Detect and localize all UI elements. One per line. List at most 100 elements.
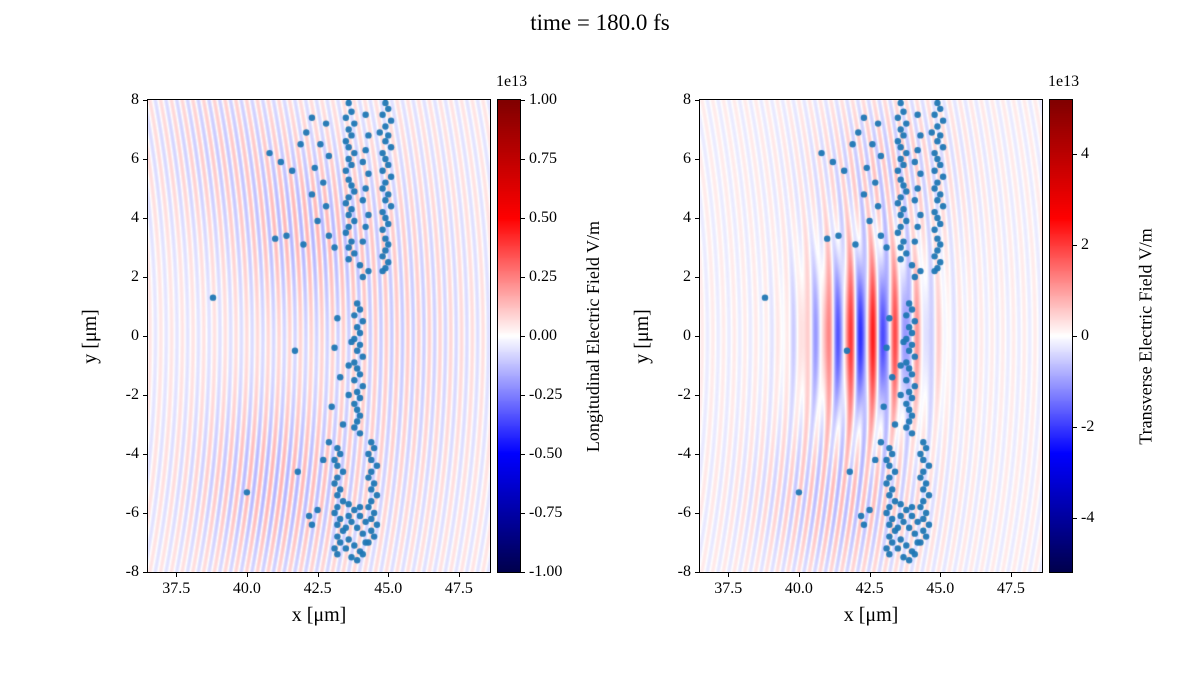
panel-longitudinal-field: x [μm] y [μm] 1e13 Longitudinal Electric…	[79, 73, 604, 626]
colorbar-scale-offset: 1e13	[1048, 73, 1080, 90]
colorbar-tick-label: 0.00	[529, 327, 557, 344]
y-tick-label: 0	[683, 327, 691, 344]
x-axis-label: x [μm]	[843, 604, 899, 626]
y-tick-mark	[143, 336, 147, 337]
x-tick-label: 37.5	[714, 580, 743, 597]
colorbar-tick-label: -2	[1081, 417, 1095, 435]
y-tick-label: -4	[677, 445, 691, 462]
panel-transverse-field: x [μm] y [μm] 1e13 Transverse Electric F…	[631, 73, 1156, 626]
y-tick-label: 6	[131, 150, 139, 167]
y-tick-mark	[143, 513, 147, 514]
y-tick-mark	[695, 572, 699, 573]
colorbar-tick-label: 0.75	[529, 150, 557, 167]
y-tick-mark	[143, 572, 147, 573]
x-tick-label: 42.5	[855, 580, 884, 597]
x-tick-mark	[458, 573, 460, 577]
x-tick-label: 40.0	[784, 580, 813, 597]
y-tick-label: 4	[131, 209, 139, 226]
x-tick-mark	[1010, 573, 1012, 577]
y-tick-label: -6	[677, 504, 691, 521]
colorbar-tick-mark	[1073, 245, 1077, 247]
colorbar-tick-mark	[1073, 426, 1077, 428]
x-tick-label: 45.0	[374, 580, 403, 597]
y-tick-label: -8	[677, 563, 691, 580]
x-tick-label: 47.5	[444, 580, 473, 597]
colorbar-tick-mark	[1073, 336, 1077, 337]
y-tick-label: 8	[683, 91, 691, 108]
colorbar-tick-mark	[521, 159, 525, 160]
y-tick-label: -6	[125, 504, 139, 521]
y-tick-label: 2	[131, 268, 139, 285]
y-tick-mark	[695, 513, 699, 514]
plot-area	[699, 99, 1043, 573]
colorbar-tick-label: 0.50	[529, 209, 557, 226]
field-heatmap	[148, 100, 490, 572]
y-tick-mark	[695, 159, 699, 160]
colorbar-tick-label: -4	[1081, 508, 1095, 526]
y-tick-mark	[695, 336, 699, 337]
y-tick-label: 0	[131, 327, 139, 344]
y-tick-label: 6	[683, 150, 691, 167]
colorbar-tick-mark	[521, 572, 525, 573]
colorbar-tick-label: -0.50	[529, 445, 563, 462]
colorbar-gradient	[1050, 100, 1072, 572]
colorbar-tick-mark	[521, 336, 525, 337]
colorbar	[1049, 99, 1073, 573]
y-tick-label: -4	[125, 445, 139, 462]
y-axis-label: y [μm]	[78, 308, 101, 364]
colorbar-tick-mark	[521, 100, 525, 101]
colorbar-gradient	[498, 100, 520, 572]
x-tick-mark	[388, 573, 390, 577]
colorbar-tick-mark	[521, 513, 525, 514]
x-tick-label: 45.0	[926, 580, 955, 597]
y-tick-mark	[143, 100, 147, 101]
colorbar-scale-offset: 1e13	[496, 73, 528, 90]
figure-title: time = 180.0 fs	[530, 10, 670, 35]
colorbar-tick-label: 2	[1081, 236, 1089, 254]
colorbar-tick-label: -0.25	[529, 386, 563, 403]
y-tick-mark	[695, 100, 699, 101]
colorbar-tick-mark	[521, 395, 525, 396]
x-tick-label: 37.5	[162, 580, 191, 597]
y-tick-mark	[143, 395, 147, 396]
x-tick-mark	[940, 573, 942, 577]
x-tick-mark	[728, 573, 730, 577]
x-tick-mark	[317, 573, 319, 577]
x-tick-label: 40.0	[232, 580, 261, 597]
y-tick-label: 4	[683, 209, 691, 226]
y-tick-mark	[143, 159, 147, 160]
field-heatmap	[700, 100, 1042, 572]
colorbar-tick-mark	[521, 277, 525, 278]
colorbar-tick-mark	[1073, 517, 1077, 519]
x-tick-mark	[869, 573, 871, 577]
colorbar	[497, 99, 521, 573]
y-tick-label: -2	[125, 386, 139, 403]
x-tick-label: 47.5	[996, 580, 1025, 597]
y-tick-mark	[695, 218, 699, 219]
y-tick-mark	[695, 454, 699, 455]
y-tick-mark	[143, 218, 147, 219]
y-tick-mark	[143, 277, 147, 278]
colorbar-tick-label: 0.25	[529, 268, 557, 285]
x-tick-mark	[176, 573, 178, 577]
y-tick-label: 2	[683, 268, 691, 285]
x-tick-mark	[798, 573, 800, 577]
colorbar-tick-mark	[1073, 154, 1077, 156]
colorbar-tick-label: 1.00	[529, 91, 557, 108]
colorbar-tick-label: -0.75	[529, 504, 563, 521]
y-axis-label: y [μm]	[630, 308, 653, 364]
y-tick-label: -2	[677, 386, 691, 403]
x-tick-label: 42.5	[303, 580, 332, 597]
x-tick-mark	[246, 573, 248, 577]
colorbar-label: Transverse Electric Field V/m	[1135, 227, 1156, 445]
y-tick-label: -8	[125, 563, 139, 580]
colorbar-tick-label: -1.00	[529, 563, 563, 580]
y-tick-mark	[695, 277, 699, 278]
colorbar-tick-label: 4	[1081, 145, 1089, 163]
y-tick-mark	[143, 454, 147, 455]
plot-area	[147, 99, 491, 573]
y-tick-mark	[695, 395, 699, 396]
y-tick-label: 8	[131, 91, 139, 108]
colorbar-tick-mark	[521, 218, 525, 219]
